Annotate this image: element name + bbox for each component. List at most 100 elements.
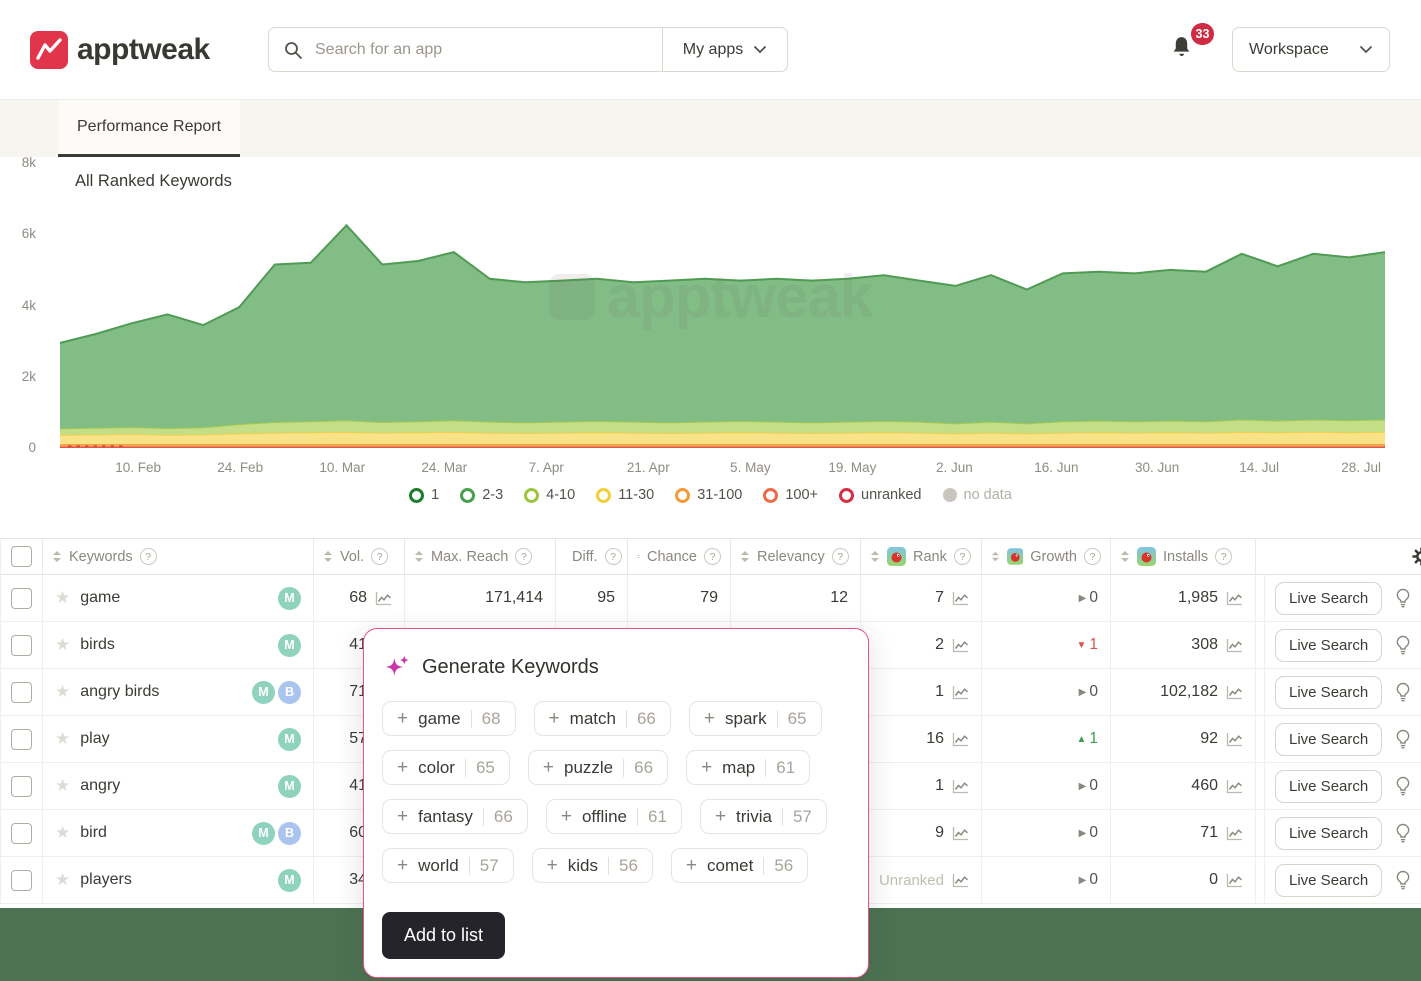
trend-chart-icon[interactable] <box>952 732 969 747</box>
legend-item-2-3[interactable]: 2-3 <box>460 487 503 503</box>
star-icon[interactable]: ★ <box>55 635 71 654</box>
column-label[interactable]: Relevancy <box>757 548 825 565</box>
trend-chart-icon[interactable] <box>952 638 969 653</box>
help-icon[interactable]: ? <box>1084 548 1101 565</box>
trend-chart-icon[interactable] <box>952 591 969 606</box>
lightbulb-icon[interactable] <box>1395 823 1411 843</box>
keyword-chip-comet[interactable]: + comet 56 <box>670 848 809 883</box>
lightbulb-icon[interactable] <box>1395 635 1411 655</box>
live-search-button[interactable]: Live Search <box>1275 722 1383 756</box>
keyword-cell[interactable]: ★ bird M B <box>43 810 314 857</box>
legend-item-4-10[interactable]: 4-10 <box>524 487 575 503</box>
sort-icon[interactable] <box>870 551 880 562</box>
live-search-button[interactable]: Live Search <box>1275 628 1383 662</box>
select-all-checkbox[interactable] <box>11 546 32 567</box>
live-search-button[interactable]: Live Search <box>1275 816 1383 850</box>
trend-chart-icon[interactable] <box>952 779 969 794</box>
help-icon[interactable]: ? <box>139 548 157 565</box>
star-icon[interactable]: ★ <box>55 729 71 748</box>
keyword-cell[interactable]: ★ play M <box>43 716 314 763</box>
add-to-list-button[interactable]: Add to list <box>382 912 506 959</box>
trend-chart-icon[interactable] <box>1226 826 1243 841</box>
lightbulb-icon[interactable] <box>1395 682 1411 702</box>
sort-icon[interactable] <box>1120 551 1130 562</box>
lightbulb-icon[interactable] <box>1395 870 1411 890</box>
column-label[interactable]: Rank <box>913 548 947 565</box>
legend-item-11-30[interactable]: 11-30 <box>596 487 654 503</box>
trend-chart-icon[interactable] <box>1226 638 1243 653</box>
ranked-keywords-area-chart[interactable] <box>60 163 1385 448</box>
live-search-button[interactable]: Live Search <box>1275 581 1383 615</box>
row-checkbox[interactable] <box>11 634 32 656</box>
keyword-cell[interactable]: ★ players M <box>43 857 314 904</box>
my-apps-dropdown[interactable]: My apps <box>662 28 787 71</box>
legend-item-unranked[interactable]: unranked <box>839 487 922 503</box>
row-checkbox[interactable] <box>11 869 32 891</box>
keyword-chip-spark[interactable]: + spark 65 <box>688 701 822 736</box>
keyword-chip-match[interactable]: + match 66 <box>533 701 671 736</box>
search-input[interactable] <box>313 39 648 60</box>
keyword-chip-color[interactable]: + color 65 <box>382 750 510 785</box>
help-icon[interactable]: ? <box>515 548 533 565</box>
star-icon[interactable]: ★ <box>55 823 71 842</box>
sort-icon[interactable] <box>414 551 424 562</box>
row-checkbox[interactable] <box>11 822 32 844</box>
sort-icon[interactable] <box>323 551 333 562</box>
help-icon[interactable]: ? <box>953 548 971 565</box>
legend-item-31-100[interactable]: 31-100 <box>675 487 742 503</box>
trend-chart-icon[interactable] <box>1226 779 1243 794</box>
legend-item-no-data[interactable]: no data <box>942 487 1012 503</box>
lightbulb-icon[interactable] <box>1395 588 1411 608</box>
help-icon[interactable]: ? <box>371 548 389 565</box>
legend-item-100-[interactable]: 100+ <box>763 487 818 503</box>
keyword-cell[interactable]: ★ birds M <box>43 622 314 669</box>
trend-chart-icon[interactable] <box>1226 873 1243 888</box>
trend-chart-icon[interactable] <box>375 591 392 606</box>
row-checkbox[interactable] <box>11 587 32 609</box>
column-label[interactable]: Growth <box>1030 548 1077 565</box>
star-icon[interactable]: ★ <box>55 870 71 889</box>
notifications-bell[interactable]: 33 <box>1168 23 1214 72</box>
lightbulb-icon[interactable] <box>1395 776 1411 796</box>
row-checkbox[interactable] <box>11 775 32 797</box>
trend-chart-icon[interactable] <box>952 873 969 888</box>
trend-chart-icon[interactable] <box>1226 591 1243 606</box>
gear-icon[interactable] <box>1411 547 1421 566</box>
column-label[interactable]: Chance <box>647 548 697 565</box>
column-label[interactable]: Installs <box>1163 548 1209 565</box>
row-checkbox[interactable] <box>11 681 32 703</box>
legend-item-1[interactable]: 1 <box>409 487 439 503</box>
help-icon[interactable]: ? <box>604 548 622 565</box>
sort-icon[interactable] <box>637 551 640 562</box>
help-icon[interactable]: ? <box>704 548 721 565</box>
sort-icon[interactable] <box>52 551 62 562</box>
live-search-button[interactable]: Live Search <box>1275 769 1383 803</box>
keyword-chip-world[interactable]: + world 57 <box>382 848 514 883</box>
trend-chart-icon[interactable] <box>1226 732 1243 747</box>
live-search-button[interactable]: Live Search <box>1275 675 1383 709</box>
apptweak-logo[interactable]: apptweak <box>30 30 210 69</box>
keyword-chip-map[interactable]: + map 61 <box>686 750 811 785</box>
keyword-cell[interactable]: ★ game M <box>43 575 314 622</box>
keyword-cell[interactable]: ★ angry M <box>43 763 314 810</box>
row-checkbox[interactable] <box>11 728 32 750</box>
help-icon[interactable]: ? <box>831 548 849 565</box>
star-icon[interactable]: ★ <box>55 588 71 607</box>
live-search-button[interactable]: Live Search <box>1275 863 1383 897</box>
column-label[interactable]: Max. Reach <box>431 548 509 565</box>
keyword-chip-trivia[interactable]: + trivia 57 <box>699 799 827 834</box>
trend-chart-icon[interactable] <box>1226 685 1243 700</box>
keyword-chip-fantasy[interactable]: + fantasy 66 <box>382 799 528 834</box>
lightbulb-icon[interactable] <box>1395 729 1411 749</box>
help-icon[interactable]: ? <box>1215 548 1233 565</box>
keyword-chip-offline[interactable]: + offline 61 <box>545 799 682 834</box>
column-label[interactable]: Keywords <box>69 548 133 565</box>
column-label[interactable]: Vol. <box>340 548 365 565</box>
trend-chart-icon[interactable] <box>952 685 969 700</box>
tab-performance-report[interactable]: Performance Report <box>58 100 241 157</box>
trend-chart-icon[interactable] <box>952 826 969 841</box>
keyword-chip-kids[interactable]: + kids 56 <box>531 848 653 883</box>
workspace-dropdown[interactable]: Workspace <box>1232 27 1390 72</box>
keyword-cell[interactable]: ★ angry birds M B <box>43 669 314 716</box>
sort-icon[interactable] <box>740 551 750 562</box>
